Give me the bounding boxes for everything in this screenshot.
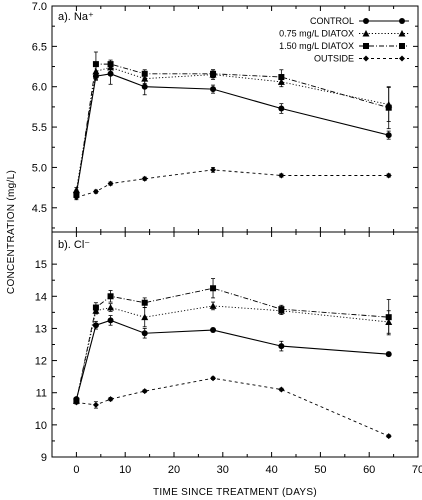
legend-label-outside: OUTSIDE — [314, 54, 354, 64]
panel-b-point-control — [210, 327, 217, 334]
panel-a-ytick-label: 5.5 — [32, 122, 47, 134]
panel-b-ytick-label: 14 — [35, 291, 47, 303]
legend-marker-control — [399, 18, 405, 24]
panel-a-point-outside — [278, 172, 285, 179]
panel-a-point-outside — [210, 166, 217, 173]
legend-marker-outside — [363, 55, 369, 62]
panel-b-point-0-75-mg-l-diatox — [141, 313, 149, 321]
panel-a-point-1-50-mg-l-diatox — [107, 61, 114, 68]
legend-marker-0-75-mg-l-diatox — [398, 30, 406, 37]
panel-b-point-control — [385, 351, 392, 358]
panel-a-series-line-1-50-mg-l-diatox — [75, 63, 389, 195]
legend-label-1-50-mg-l-diatox: 1.50 mg/L DIATOX — [279, 41, 354, 51]
x-axis-label: TIME SINCE TREATMENT (DAYS) — [153, 487, 317, 498]
panel-a-point-control — [278, 105, 285, 112]
panel-a-ytick-label: 6.5 — [32, 41, 47, 53]
xtick-label: 10 — [119, 464, 131, 476]
panel-b-point-1-50-mg-l-diatox — [385, 314, 392, 321]
legend-marker-1-50-mg-l-diatox — [399, 43, 405, 49]
panel-b-ytick-label: 13 — [35, 323, 47, 335]
panel-b-point-control — [278, 343, 285, 350]
y-axis-label: CONCENTRATION (mg/L) — [6, 170, 17, 294]
panel-a-point-outside — [107, 180, 114, 187]
panel-a-series-line-0-75-mg-l-diatox — [75, 66, 389, 191]
xtick-label: 70 — [412, 464, 422, 476]
panel-a-point-control — [141, 83, 148, 90]
panel-b-point-1-50-mg-l-diatox — [107, 293, 114, 300]
legend: CONTROL 0.75 mg/L DIATOX 1.50 mg/L DIATOX O… — [279, 16, 409, 64]
panel-b-point-control — [92, 322, 99, 329]
xtick-label: 0 — [73, 464, 79, 476]
xtick-label: 20 — [168, 464, 180, 476]
panel-b-ytick-label: 9 — [41, 452, 47, 464]
panel-b-point-outside — [92, 401, 99, 408]
panel-a-point-control — [210, 86, 217, 93]
panel-b-point-1-50-mg-l-diatox — [278, 306, 285, 313]
panel-b-ytick-label: 15 — [35, 259, 47, 271]
panel-b-ytick-label: 11 — [36, 388, 47, 400]
legend-label-0-75-mg-l-diatox: 0.75 mg/L DIATOX — [279, 29, 354, 39]
panel-a-ytick-label: 6.0 — [32, 82, 47, 94]
panel-b-series-line-outside — [76, 377, 389, 437]
legend-marker-control — [363, 18, 369, 24]
panel-a-point-outside — [92, 188, 99, 195]
panel-a-point-0-75-mg-l-diatox — [141, 75, 149, 82]
panel-a-point-outside — [73, 194, 80, 201]
panel-b-point-outside — [210, 375, 217, 382]
panel-b-frame — [51, 231, 419, 458]
panel-b-series-line-1-50-mg-l-diatox — [75, 287, 389, 401]
xtick-label: 60 — [363, 464, 375, 476]
legend-marker-1-50-mg-l-diatox — [363, 43, 369, 49]
panel-b-plot: 9 10 11 12 13 14 15 — [35, 232, 419, 464]
panel-a-plot: 4.5 5.0 5.5 6.0 6.5 7.0 — [32, 1, 419, 232]
panel-a-point-outside — [141, 175, 148, 182]
xtick-label: 30 — [217, 464, 229, 476]
panel-a-ytick-label: 4.5 — [32, 203, 47, 215]
panel-b-ytick-label: 12 — [35, 356, 47, 368]
panel-b-point-1-50-mg-l-diatox — [141, 299, 148, 306]
xtick-label: 40 — [265, 464, 277, 476]
legend-marker-0-75-mg-l-diatox — [362, 30, 370, 37]
panel-b-series-line-0-75-mg-l-diatox — [75, 305, 389, 401]
panel-a-ytick-label: 5.0 — [32, 162, 47, 174]
legend-label-control: CONTROL — [310, 16, 354, 26]
panel-b-point-control — [107, 317, 114, 324]
xtick-label: 50 — [314, 464, 326, 476]
panel-b-point-control — [141, 330, 148, 337]
panel-a-series-line-control — [75, 73, 389, 194]
panel-b-point-1-50-mg-l-diatox — [210, 285, 217, 292]
legend-marker-outside — [399, 55, 405, 62]
panel-b-point-1-50-mg-l-diatox — [92, 304, 99, 311]
panel-b-point-outside — [385, 433, 392, 440]
panel-a-label: a). Na⁺ — [58, 11, 94, 23]
panel-a-ytick-label: 7.0 — [32, 1, 47, 13]
panel-a-point-1-50-mg-l-diatox — [210, 70, 217, 77]
panel-a-point-1-50-mg-l-diatox — [278, 74, 285, 81]
panel-b-point-0-75-mg-l-diatox — [209, 302, 217, 309]
panel-b-point-outside — [73, 399, 80, 406]
panel-a-frame — [51, 5, 419, 233]
panel-b-series-line-control — [75, 319, 389, 400]
panel-a-point-1-50-mg-l-diatox — [141, 70, 148, 77]
panel-b-ytick-label: 10 — [35, 420, 47, 432]
panel-b-point-outside — [107, 396, 114, 403]
panel-b-point-outside — [278, 386, 285, 393]
panel-a-point-1-50-mg-l-diatox — [385, 104, 392, 111]
panel-a-point-1-50-mg-l-diatox — [92, 61, 99, 68]
panel-a-point-outside — [385, 172, 392, 179]
panel-a-series-line-outside — [76, 169, 389, 198]
panel-b-point-outside — [141, 388, 148, 395]
panel-b-point-0-75-mg-l-diatox — [107, 304, 115, 311]
panel-b-label: b). Cl⁻ — [58, 239, 90, 251]
panel-a-point-control — [385, 132, 392, 139]
